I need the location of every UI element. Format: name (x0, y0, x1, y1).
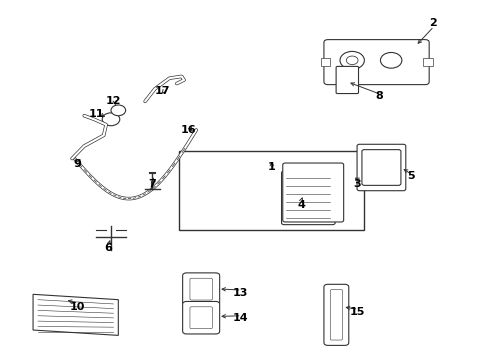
Text: 9: 9 (73, 159, 81, 169)
FancyBboxPatch shape (324, 40, 429, 85)
Circle shape (346, 56, 358, 64)
Circle shape (340, 51, 365, 69)
FancyBboxPatch shape (324, 284, 349, 345)
Text: 10: 10 (69, 302, 85, 312)
Text: 2: 2 (429, 18, 437, 28)
Text: 3: 3 (353, 179, 361, 189)
FancyBboxPatch shape (282, 171, 335, 225)
FancyBboxPatch shape (362, 150, 401, 185)
FancyBboxPatch shape (183, 301, 220, 334)
Polygon shape (33, 294, 118, 336)
FancyBboxPatch shape (183, 273, 220, 305)
FancyBboxPatch shape (190, 307, 212, 329)
FancyBboxPatch shape (357, 144, 406, 191)
Circle shape (380, 53, 402, 68)
Text: 1: 1 (268, 162, 276, 172)
Text: 15: 15 (349, 307, 365, 317)
FancyBboxPatch shape (283, 163, 343, 222)
Circle shape (102, 113, 120, 126)
Bar (423, 58, 433, 66)
Text: 12: 12 (106, 96, 121, 107)
FancyBboxPatch shape (190, 278, 212, 300)
FancyBboxPatch shape (336, 66, 359, 94)
Text: 8: 8 (375, 91, 383, 101)
Text: 7: 7 (148, 179, 156, 189)
Text: 4: 4 (297, 200, 305, 210)
Text: 6: 6 (105, 243, 113, 253)
Text: 14: 14 (232, 312, 248, 323)
Text: 17: 17 (154, 86, 170, 96)
Text: 11: 11 (89, 109, 104, 119)
Bar (320, 58, 330, 66)
Text: 5: 5 (407, 171, 415, 181)
Bar (179, 152, 365, 230)
Circle shape (111, 105, 125, 116)
FancyBboxPatch shape (330, 290, 343, 340)
Text: 16: 16 (181, 125, 197, 135)
Text: 13: 13 (232, 288, 248, 297)
